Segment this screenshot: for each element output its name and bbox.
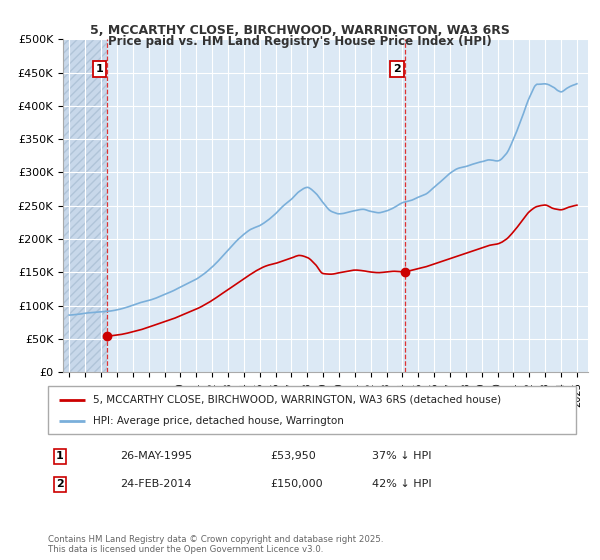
Text: £150,000: £150,000 [270,479,323,489]
Text: 1: 1 [95,64,103,74]
Text: 42% ↓ HPI: 42% ↓ HPI [372,479,431,489]
Bar [63,39,107,372]
Text: 2: 2 [393,64,401,74]
Text: HPI: Average price, detached house, Warrington: HPI: Average price, detached house, Warr… [93,416,344,426]
Text: 37% ↓ HPI: 37% ↓ HPI [372,451,431,461]
Text: Contains HM Land Registry data © Crown copyright and database right 2025.
This d: Contains HM Land Registry data © Crown c… [48,535,383,554]
FancyBboxPatch shape [48,386,576,434]
Text: 2: 2 [56,479,64,489]
Text: 5, MCCARTHY CLOSE, BIRCHWOOD, WARRINGTON, WA3 6RS: 5, MCCARTHY CLOSE, BIRCHWOOD, WARRINGTON… [90,24,510,36]
Text: £53,950: £53,950 [270,451,316,461]
Text: 5, MCCARTHY CLOSE, BIRCHWOOD, WARRINGTON, WA3 6RS (detached house): 5, MCCARTHY CLOSE, BIRCHWOOD, WARRINGTON… [93,395,501,405]
Text: 24-FEB-2014: 24-FEB-2014 [120,479,191,489]
Text: Price paid vs. HM Land Registry's House Price Index (HPI): Price paid vs. HM Land Registry's House … [108,35,492,48]
Text: 26-MAY-1995: 26-MAY-1995 [120,451,192,461]
Text: 1: 1 [56,451,64,461]
